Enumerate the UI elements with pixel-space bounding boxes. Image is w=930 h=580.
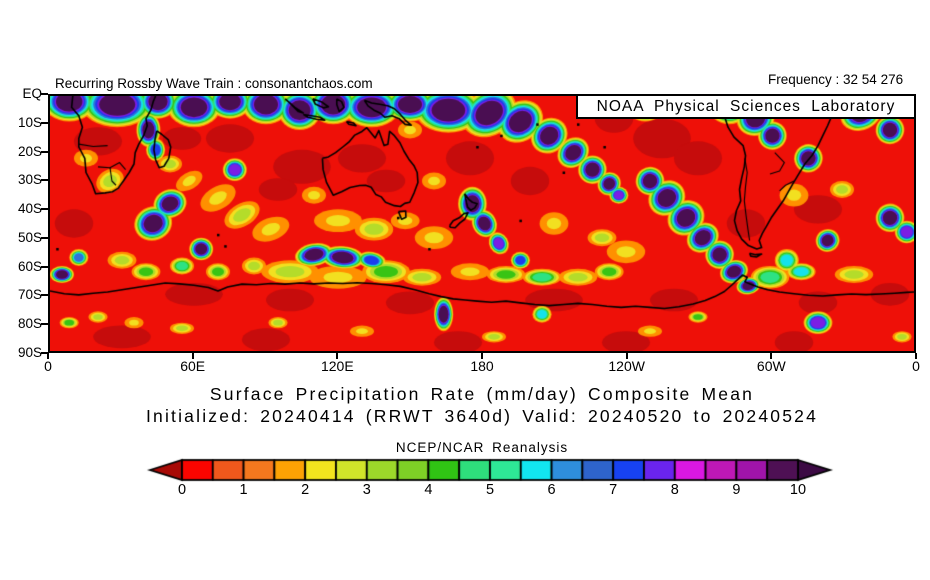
y-axis-tick-mark	[41, 121, 48, 124]
header-right-text: Frequency : 32 54 276	[768, 72, 904, 87]
x-axis-tick-label: 60E	[180, 358, 206, 374]
y-axis-tick-mark	[41, 208, 48, 211]
colorbar-caption: NCEP/NCAR Reanalysis	[395, 440, 569, 455]
colorbar-tick-label: 3	[362, 482, 371, 498]
y-axis-tick-label: 20S	[17, 143, 42, 159]
precipitation-map-canvas	[50, 96, 914, 351]
y-axis-tick-mark	[41, 352, 48, 354]
y-axis-tick-mark	[41, 294, 48, 297]
y-axis-tick-label: 30S	[17, 172, 42, 188]
noaa-psl-overlay-box: NOAA Physical Sciences Laboratory	[576, 94, 916, 119]
x-axis-tick-label: 120W	[608, 358, 645, 374]
y-axis-tick-mark	[41, 323, 48, 326]
chart-subtitle: Initialized: 20240414 (RRWT 3640d) Valid…	[145, 406, 819, 426]
colorbar-tick-label: 7	[609, 482, 618, 498]
x-axis-tick-label: 180	[470, 358, 494, 374]
colorbar-tick-label: 9	[732, 482, 741, 498]
y-axis-tick-mark	[41, 179, 48, 182]
x-axis-tick-label: 0	[44, 358, 52, 374]
x-axis-tick-label: 0	[912, 358, 920, 374]
x-axis-tick-mark	[336, 353, 339, 359]
y-axis-tick-label: 50S	[17, 229, 42, 245]
x-axis-tick-mark	[625, 353, 628, 359]
colorbar-canvas	[0, 452, 930, 486]
map-plot: NOAA Physical Sciences Laboratory	[48, 94, 916, 353]
y-axis-tick-label: 40S	[17, 201, 42, 217]
x-axis-tick-mark	[47, 353, 49, 359]
y-axis-tick-mark	[41, 150, 48, 153]
colorbar-tick-label: 2	[301, 482, 310, 498]
colorbar-tick-label: 8	[670, 482, 679, 498]
y-axis-tick-label: 10S	[17, 114, 42, 130]
header-left-text: Recurring Rossby Wave Train : consonantc…	[55, 76, 373, 91]
x-axis-tick-mark	[191, 353, 194, 359]
y-axis-tick-label: 60S	[17, 258, 42, 274]
colorbar-tick-label: 10	[789, 482, 807, 498]
colorbar-tick-label: 5	[485, 482, 495, 498]
x-axis-tick-mark	[481, 353, 483, 359]
chart-title: Surface Precipitation Rate (mm/day) Comp…	[209, 384, 755, 404]
colorbar-tick-label: 6	[547, 482, 556, 498]
y-axis-tick-mark	[41, 236, 48, 239]
y-axis-tick-label: 80S	[17, 316, 42, 332]
y-axis-tick-label: EQ	[22, 86, 42, 101]
x-axis-tick-mark	[770, 353, 773, 359]
colorbar-tick-label: 1	[239, 482, 248, 498]
colorbar-tick-label: 4	[424, 482, 433, 498]
y-axis-tick-mark	[41, 93, 48, 95]
y-axis-tick-label: 70S	[17, 287, 42, 303]
x-axis-tick-mark	[915, 353, 917, 359]
y-axis-tick-label: 90S	[17, 345, 42, 360]
colorbar-tick-label: 0	[177, 482, 187, 498]
x-axis-tick-label: 60W	[756, 358, 786, 374]
x-axis-tick-label: 120E	[320, 358, 354, 374]
y-axis-tick-mark	[41, 265, 48, 268]
